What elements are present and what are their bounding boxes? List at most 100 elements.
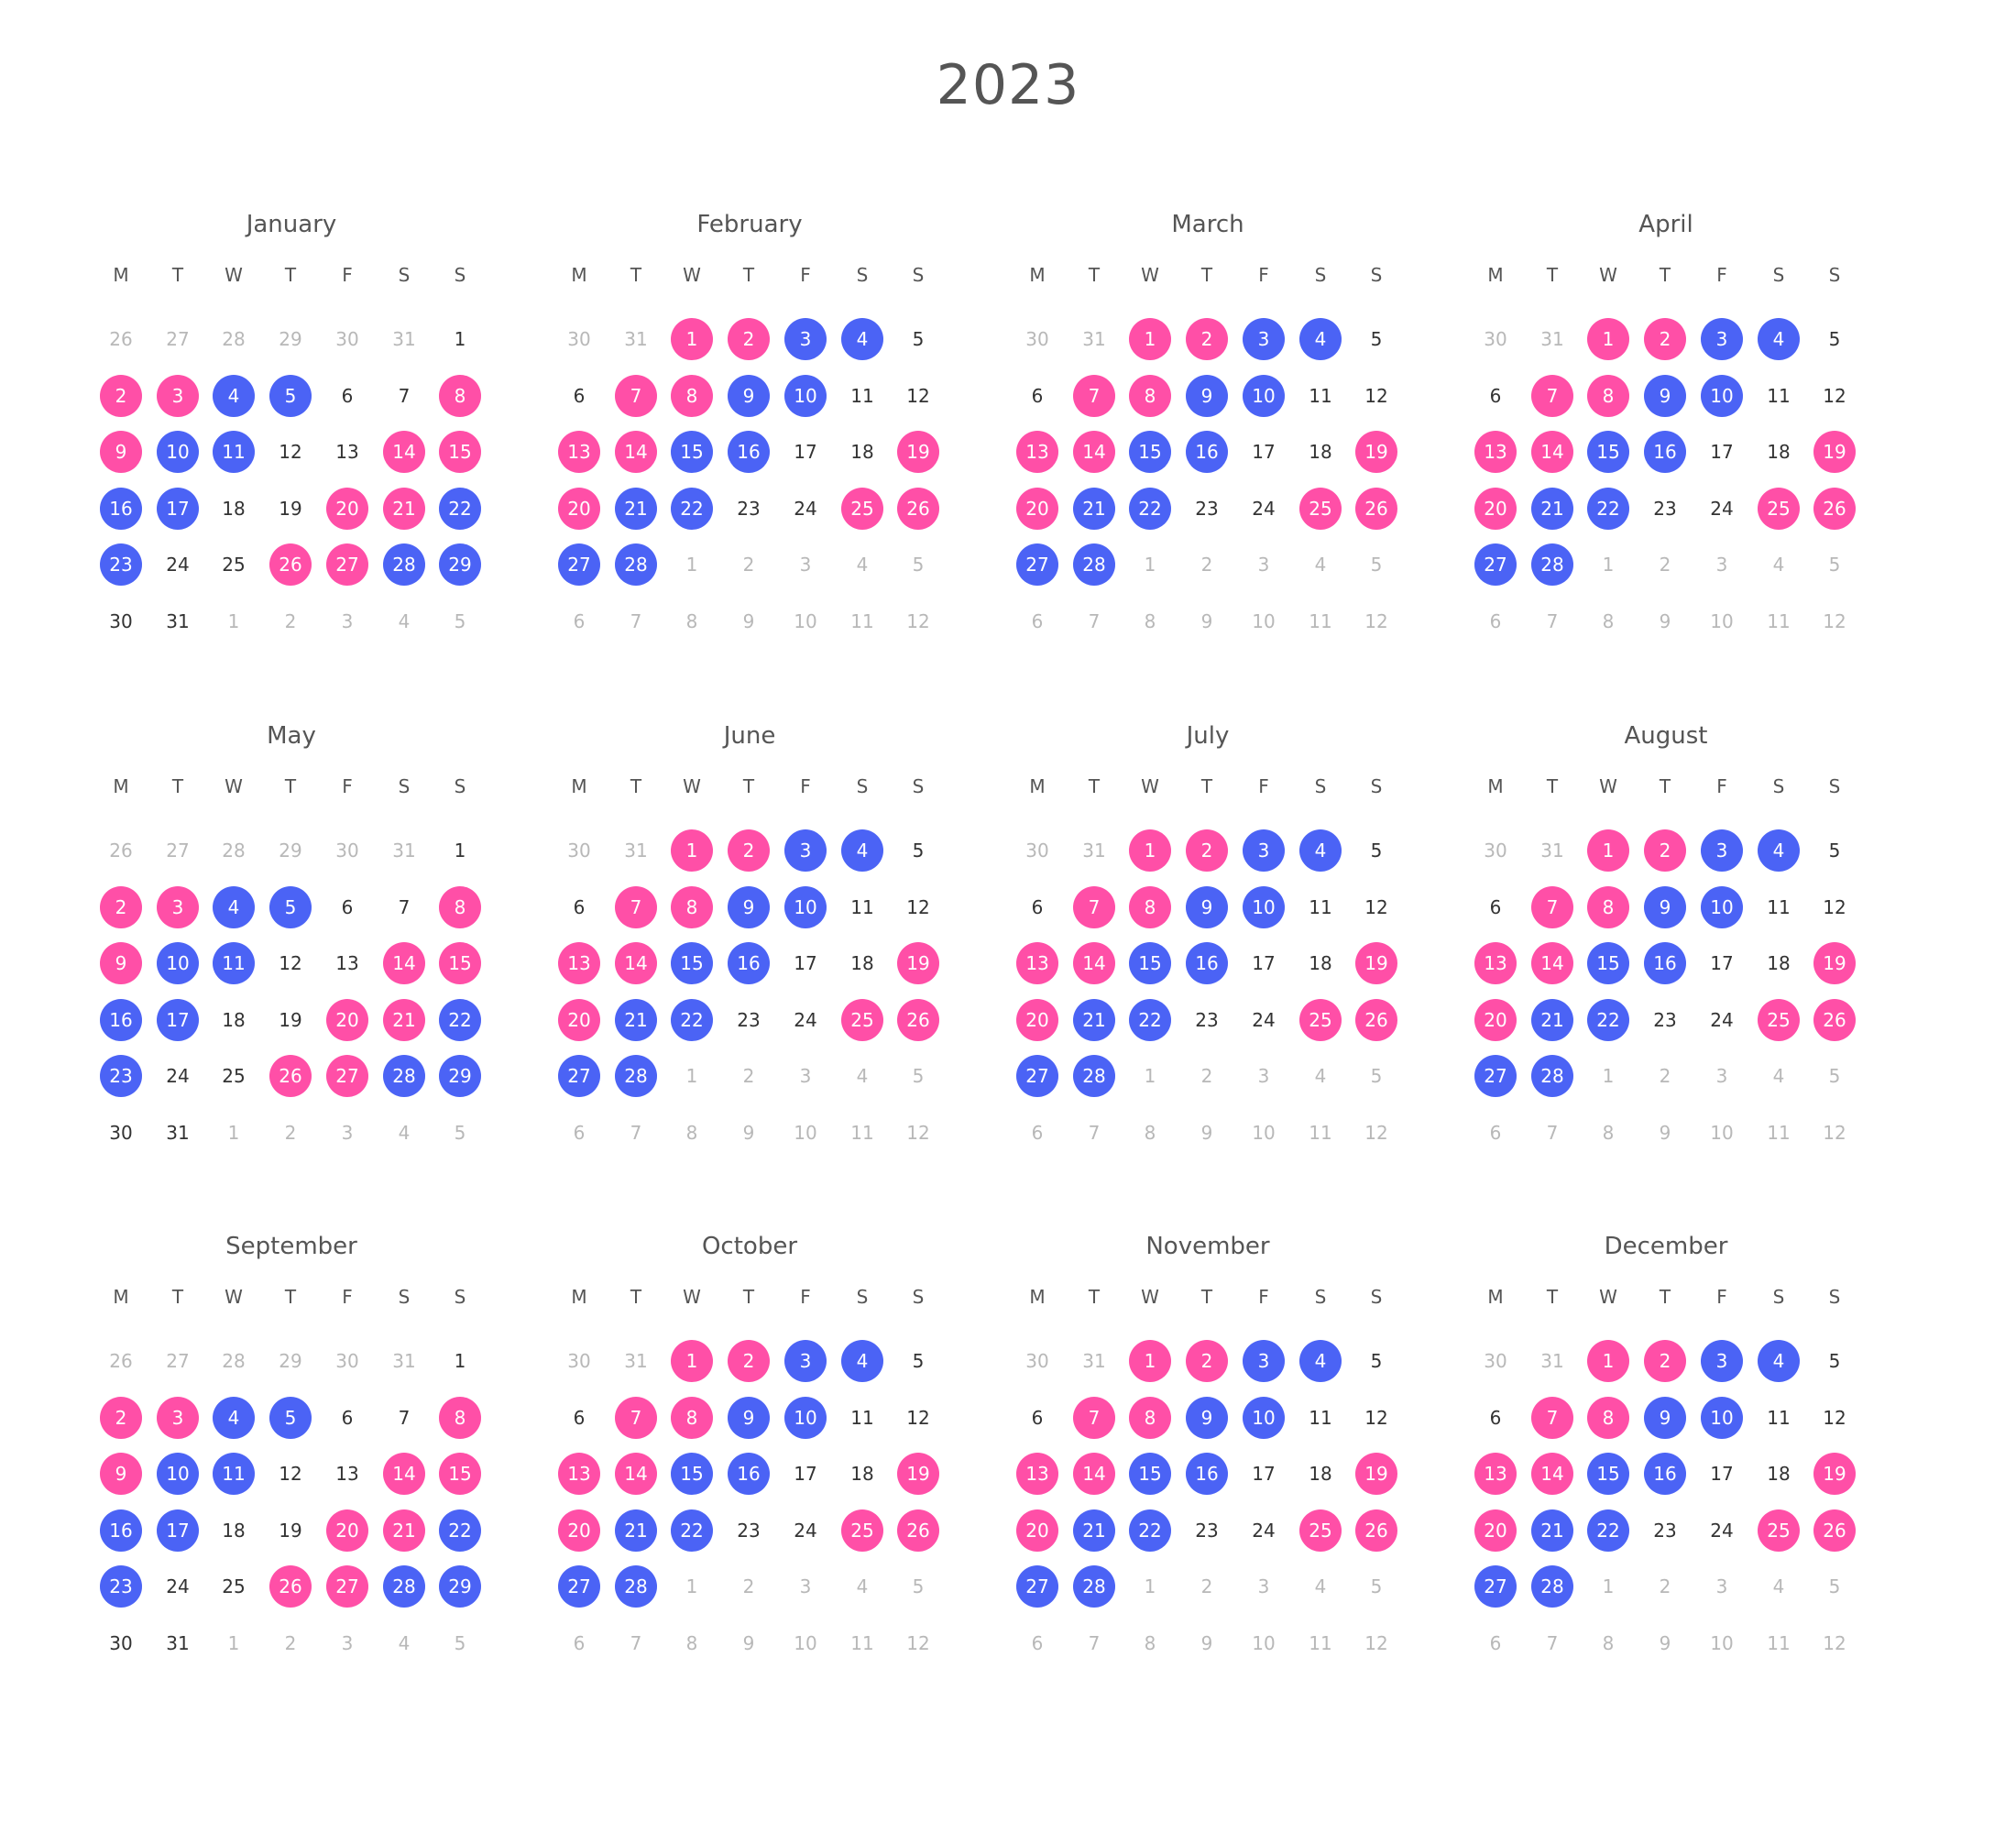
day-cell[interactable]: 18 <box>222 498 246 520</box>
day-cell[interactable]: 3 <box>1701 1340 1743 1382</box>
day-cell[interactable]: 6 <box>573 896 586 918</box>
day-cell[interactable]: 18 <box>850 952 874 974</box>
day-cell[interactable]: 15 <box>671 431 713 473</box>
day-cell[interactable]: 25 <box>1758 488 1800 530</box>
adjacent-month-day[interactable]: 2 <box>742 1065 755 1087</box>
day-cell[interactable]: 17 <box>157 1509 199 1552</box>
adjacent-month-day[interactable]: 6 <box>573 1632 586 1654</box>
day-cell[interactable]: 25 <box>222 1575 246 1597</box>
day-cell[interactable]: 21 <box>383 488 425 530</box>
adjacent-month-day[interactable]: 26 <box>109 328 133 350</box>
day-cell[interactable]: 23 <box>1653 498 1677 520</box>
adjacent-month-day[interactable]: 12 <box>1823 1122 1846 1144</box>
adjacent-month-day[interactable]: 31 <box>392 1350 416 1372</box>
adjacent-month-day[interactable]: 30 <box>335 1350 359 1372</box>
adjacent-month-day[interactable]: 7 <box>630 1632 642 1654</box>
day-cell[interactable]: 24 <box>794 1009 817 1031</box>
day-cell[interactable]: 22 <box>1129 488 1171 530</box>
day-cell[interactable]: 15 <box>1587 1453 1629 1495</box>
day-cell[interactable]: 19 <box>1355 431 1397 473</box>
day-cell[interactable]: 19 <box>279 1520 302 1542</box>
day-cell[interactable]: 26 <box>1813 1509 1856 1552</box>
day-cell[interactable]: 4 <box>841 318 883 360</box>
day-cell[interactable]: 20 <box>1016 1509 1058 1552</box>
day-cell[interactable]: 11 <box>850 1407 874 1429</box>
adjacent-month-day[interactable]: 10 <box>794 610 817 632</box>
adjacent-month-day[interactable]: 6 <box>1031 610 1044 632</box>
adjacent-month-day[interactable]: 5 <box>454 610 466 632</box>
day-cell[interactable]: 24 <box>794 498 817 520</box>
adjacent-month-day[interactable]: 31 <box>392 328 416 350</box>
day-cell[interactable]: 18 <box>222 1520 246 1542</box>
day-cell[interactable]: 11 <box>1309 896 1332 918</box>
day-cell[interactable]: 21 <box>615 999 657 1041</box>
day-cell[interactable]: 10 <box>1243 1397 1285 1439</box>
day-cell[interactable]: 21 <box>1531 488 1573 530</box>
adjacent-month-day[interactable]: 10 <box>794 1632 817 1654</box>
day-cell[interactable]: 10 <box>784 375 827 417</box>
day-cell[interactable]: 18 <box>1309 952 1332 974</box>
day-cell[interactable]: 13 <box>1474 942 1517 984</box>
day-cell[interactable]: 10 <box>784 886 827 928</box>
adjacent-month-day[interactable]: 1 <box>1144 554 1156 576</box>
adjacent-month-day[interactable]: 31 <box>392 840 416 862</box>
adjacent-month-day[interactable]: 10 <box>1252 610 1276 632</box>
day-cell[interactable]: 27 <box>558 1565 600 1608</box>
day-cell[interactable]: 26 <box>1355 1509 1397 1552</box>
day-cell[interactable]: 18 <box>1309 441 1332 463</box>
adjacent-month-day[interactable]: 2 <box>742 1575 755 1597</box>
day-cell[interactable]: 29 <box>439 1565 481 1608</box>
day-cell[interactable]: 12 <box>906 385 930 407</box>
adjacent-month-day[interactable]: 3 <box>1257 1065 1270 1087</box>
day-cell[interactable]: 9 <box>1186 375 1228 417</box>
adjacent-month-day[interactable]: 4 <box>856 1065 869 1087</box>
adjacent-month-day[interactable]: 8 <box>685 1122 698 1144</box>
adjacent-month-day[interactable]: 7 <box>1546 610 1559 632</box>
adjacent-month-day[interactable]: 2 <box>742 554 755 576</box>
day-cell[interactable]: 16 <box>100 488 142 530</box>
day-cell[interactable]: 4 <box>213 375 255 417</box>
day-cell[interactable]: 10 <box>784 1397 827 1439</box>
adjacent-month-day[interactable]: 2 <box>1200 554 1213 576</box>
day-cell[interactable]: 25 <box>841 999 883 1041</box>
day-cell[interactable]: 16 <box>728 431 770 473</box>
day-cell[interactable]: 3 <box>1243 1340 1285 1382</box>
day-cell[interactable]: 7 <box>398 896 411 918</box>
day-cell[interactable]: 4 <box>1299 1340 1342 1382</box>
day-cell[interactable]: 7 <box>1073 1397 1115 1439</box>
day-cell[interactable]: 28 <box>615 1055 657 1097</box>
day-cell[interactable]: 5 <box>269 886 312 928</box>
adjacent-month-day[interactable]: 10 <box>1710 1632 1734 1654</box>
day-cell[interactable]: 17 <box>1710 441 1734 463</box>
day-cell[interactable]: 15 <box>439 942 481 984</box>
day-cell[interactable]: 22 <box>671 1509 713 1552</box>
day-cell[interactable]: 30 <box>109 1632 133 1654</box>
day-cell[interactable]: 9 <box>1186 886 1228 928</box>
day-cell[interactable]: 12 <box>1364 896 1388 918</box>
adjacent-month-day[interactable]: 8 <box>1144 1632 1156 1654</box>
day-cell[interactable]: 25 <box>1758 1509 1800 1552</box>
adjacent-month-day[interactable]: 30 <box>1025 1350 1049 1372</box>
day-cell[interactable]: 20 <box>326 1509 368 1552</box>
day-cell[interactable]: 7 <box>615 886 657 928</box>
day-cell[interactable]: 20 <box>1474 999 1517 1041</box>
day-cell[interactable]: 15 <box>1587 942 1629 984</box>
day-cell[interactable]: 22 <box>671 488 713 530</box>
day-cell[interactable]: 1 <box>671 829 713 872</box>
adjacent-month-day[interactable]: 30 <box>1484 328 1507 350</box>
adjacent-month-day[interactable]: 31 <box>1082 328 1106 350</box>
day-cell[interactable]: 23 <box>100 543 142 586</box>
day-cell[interactable]: 26 <box>269 1055 312 1097</box>
day-cell[interactable]: 23 <box>737 1009 761 1031</box>
day-cell[interactable]: 25 <box>1299 488 1342 530</box>
day-cell[interactable]: 3 <box>157 1397 199 1439</box>
day-cell[interactable]: 13 <box>1474 431 1517 473</box>
adjacent-month-day[interactable]: 8 <box>685 610 698 632</box>
day-cell[interactable]: 31 <box>166 1632 190 1654</box>
day-cell[interactable]: 18 <box>1767 952 1791 974</box>
day-cell[interactable]: 14 <box>383 431 425 473</box>
adjacent-month-day[interactable]: 5 <box>1370 554 1383 576</box>
adjacent-month-day[interactable]: 8 <box>1602 1122 1615 1144</box>
adjacent-month-day[interactable]: 7 <box>630 1122 642 1144</box>
adjacent-month-day[interactable]: 9 <box>1659 1632 1671 1654</box>
